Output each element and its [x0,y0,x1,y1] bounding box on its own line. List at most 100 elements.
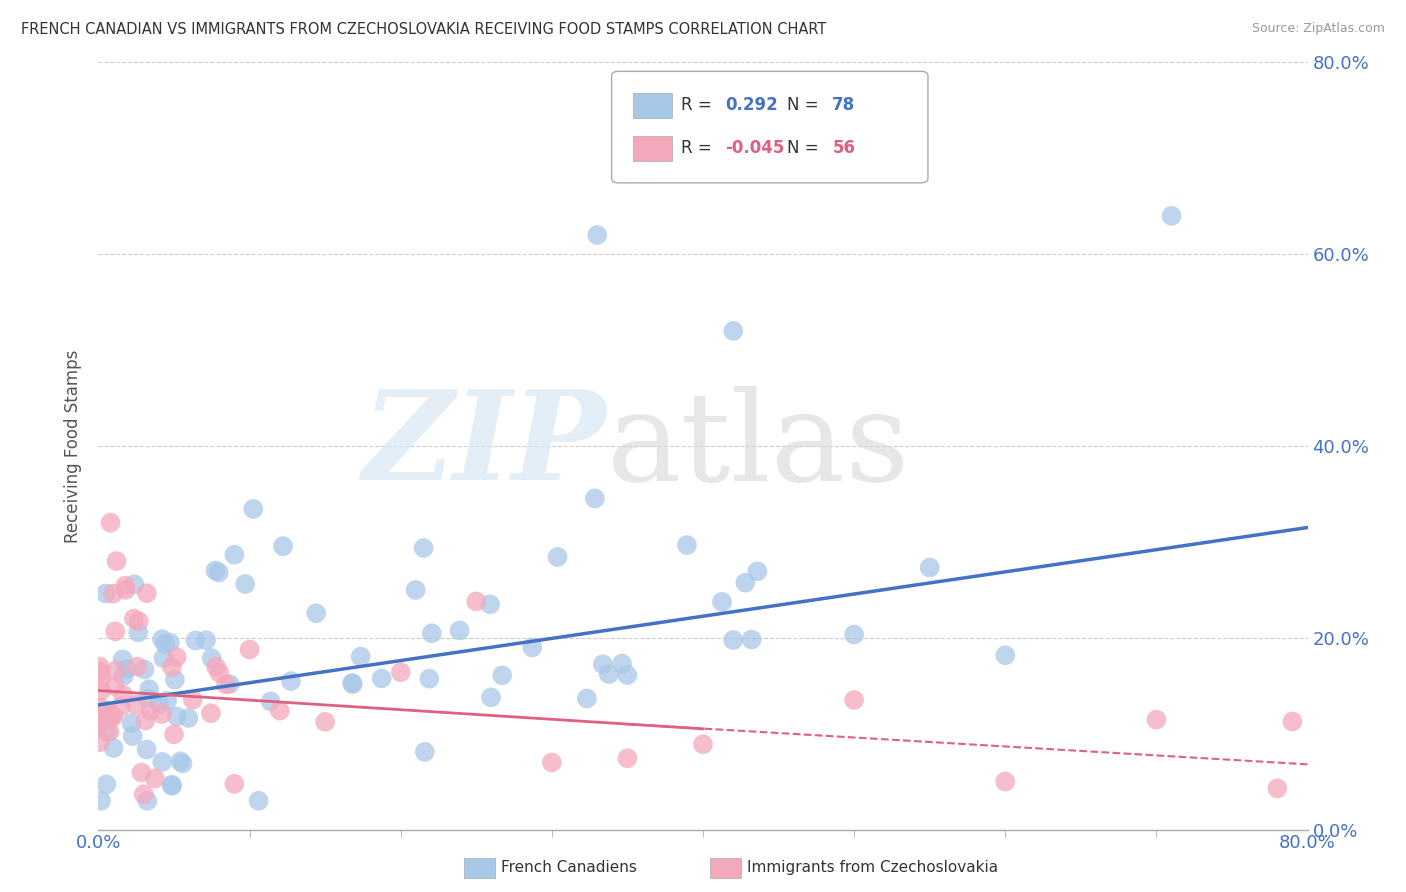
Point [89,665,111,679]
Text: Source: ZipAtlas.com: Source: ZipAtlas.com [1251,22,1385,36]
Point [159,635,181,649]
Point [215,677,238,691]
Point [89,735,111,749]
Point [90,794,112,808]
Point [96,777,118,791]
Point [156,694,179,708]
Point [114,579,136,593]
Text: -0.045: -0.045 [725,139,785,157]
Point [136,691,159,706]
Point [208,566,231,580]
Point [479,598,502,612]
Point [405,582,427,597]
Point [389,665,412,679]
Point [994,774,1017,789]
Text: N =: N = [787,96,824,114]
Text: French Canadiens: French Canadiens [501,861,637,875]
Point [201,651,224,665]
Point [163,673,186,687]
Point [205,659,228,673]
Point [166,650,188,665]
Point [218,677,240,691]
Point [224,777,246,791]
Point [844,627,866,641]
Point [370,672,392,686]
Point [96,725,118,739]
Point [181,692,204,706]
Text: 56: 56 [832,139,855,157]
Point [342,677,364,691]
Point [103,741,125,756]
Point [676,538,699,552]
Point [135,742,157,756]
Point [747,564,769,578]
Point [491,668,513,682]
Point [163,727,186,741]
Point [90,712,112,726]
Point [418,672,440,686]
Point [598,667,620,681]
Point [98,724,121,739]
Point [90,672,112,686]
Point [692,737,714,751]
Point [610,657,633,671]
Point [104,624,127,639]
Point [150,632,173,647]
Text: R =: R = [681,139,717,157]
Point [101,708,124,723]
Point [184,633,207,648]
Text: atlas: atlas [606,385,910,507]
Point [412,541,434,555]
Point [314,714,336,729]
Point [98,711,121,725]
Point [734,575,756,590]
Point [110,699,132,714]
Point [260,694,283,708]
Point [103,709,125,723]
Point [413,745,436,759]
Point [136,794,159,808]
Point [540,756,562,770]
Point [115,662,138,676]
Text: N =: N = [787,139,824,157]
Point [994,648,1017,663]
Point [1144,713,1167,727]
Point [112,688,135,702]
Point [132,787,155,801]
Point [586,228,609,243]
Point [124,577,146,591]
Point [134,714,156,728]
Point [233,577,256,591]
Point [139,704,162,718]
Point [350,649,373,664]
Point [208,665,231,680]
Point [177,711,200,725]
Text: ZIP: ZIP [363,385,606,507]
Text: Immigrants from Czechoslovakia: Immigrants from Czechoslovakia [747,861,998,875]
Point [160,778,183,792]
Point [94,586,117,600]
Point [271,539,294,553]
Point [479,690,502,705]
Text: FRENCH CANADIAN VS IMMIGRANTS FROM CZECHOSLOVAKIA RECEIVING FOOD STAMPS CORRELAT: FRENCH CANADIAN VS IMMIGRANTS FROM CZECH… [21,22,827,37]
Point [575,691,598,706]
Point [269,704,291,718]
Point [166,709,188,723]
Y-axis label: Receiving Food Stamps: Receiving Food Stamps [65,350,83,542]
Point [1160,209,1182,223]
Point [224,548,246,562]
Point [200,706,222,721]
Point [89,659,111,673]
Point [247,794,270,808]
Point [280,674,302,689]
Point [918,560,941,574]
Point [103,679,125,693]
Text: 78: 78 [832,96,855,114]
Point [420,626,443,640]
Point [741,632,763,647]
Point [112,669,135,683]
Point [723,633,745,648]
Point [305,606,328,620]
Point [101,587,124,601]
Point [160,660,183,674]
